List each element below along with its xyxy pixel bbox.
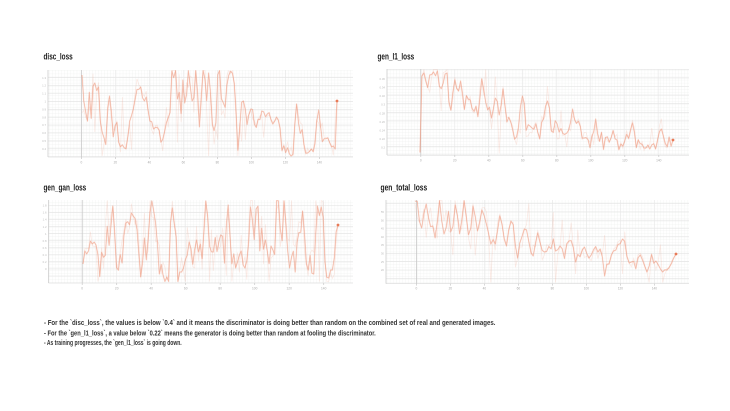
svg-text:1.1: 1.1	[42, 92, 46, 96]
svg-text:120: 120	[622, 159, 628, 163]
svg-text:0: 0	[420, 159, 422, 163]
svg-text:20: 20	[381, 268, 385, 272]
svg-text:0.36: 0.36	[380, 77, 386, 81]
svg-text:0: 0	[45, 267, 47, 271]
svg-text:140: 140	[656, 159, 662, 163]
svg-text:0.7: 0.7	[42, 123, 46, 127]
svg-text:gen_gan_loss: gen_gan_loss	[44, 182, 87, 192]
svg-text:1: 1	[45, 232, 47, 236]
svg-text:0.2: 0.2	[381, 146, 385, 150]
svg-text:20: 20	[453, 159, 457, 163]
svg-text:120: 120	[283, 161, 289, 165]
svg-text:80: 80	[216, 161, 220, 165]
svg-text:80: 80	[555, 159, 559, 163]
svg-text:100: 100	[252, 287, 258, 291]
svg-text:35: 35	[381, 243, 385, 247]
svg-text:0.34: 0.34	[380, 86, 386, 90]
svg-text:100: 100	[588, 159, 594, 163]
svg-text:0: 0	[416, 287, 418, 291]
svg-text:25: 25	[381, 260, 385, 264]
svg-text:120: 120	[287, 287, 293, 291]
svg-text:60: 60	[521, 159, 525, 163]
svg-text:40: 40	[149, 287, 153, 291]
svg-text:0.4: 0.4	[43, 253, 47, 257]
svg-text:0.28: 0.28	[380, 111, 386, 115]
svg-text:0.26: 0.26	[380, 120, 386, 124]
svg-text:0.6: 0.6	[43, 246, 47, 250]
svg-text:80: 80	[218, 287, 222, 291]
svg-text:20: 20	[115, 287, 119, 291]
svg-text:0.6: 0.6	[42, 131, 46, 135]
svg-text:120: 120	[618, 287, 624, 291]
svg-text:140: 140	[652, 287, 658, 291]
svg-text:0.22: 0.22	[380, 137, 386, 141]
svg-text:140: 140	[317, 161, 323, 165]
svg-text:1.4: 1.4	[43, 218, 47, 222]
svg-text:- As training progresses, the: - As training progresses, the `gen_l1_lo…	[44, 339, 182, 347]
svg-text:40: 40	[483, 287, 487, 291]
svg-text:0.24: 0.24	[380, 129, 386, 133]
svg-text:60: 60	[182, 161, 186, 165]
svg-text:1.2: 1.2	[43, 225, 47, 229]
svg-text:1.8: 1.8	[43, 204, 47, 208]
svg-text:140: 140	[321, 287, 327, 291]
svg-text:50: 50	[381, 218, 385, 222]
svg-text:0.8: 0.8	[43, 239, 47, 243]
svg-text:0.5: 0.5	[42, 139, 46, 143]
svg-text:100: 100	[249, 161, 255, 165]
svg-text:0.4: 0.4	[42, 147, 46, 151]
svg-text:60: 60	[184, 287, 188, 291]
svg-text:0.3: 0.3	[381, 103, 385, 107]
svg-text:gen_total_loss: gen_total_loss	[381, 183, 428, 193]
svg-text:40: 40	[381, 235, 385, 239]
svg-text:0.9: 0.9	[42, 107, 46, 111]
svg-text:55: 55	[381, 210, 385, 214]
svg-text:- For the `gen_l1_loss`, a val: - For the `gen_l1_loss`, a value below `…	[44, 330, 376, 338]
svg-text:60: 60	[517, 287, 521, 291]
svg-text:40: 40	[487, 159, 491, 163]
svg-text:0: 0	[81, 161, 83, 165]
svg-text:45: 45	[381, 227, 385, 231]
svg-text:disc_loss: disc_loss	[44, 52, 73, 62]
svg-text:0.32: 0.32	[380, 94, 386, 98]
svg-text:80: 80	[551, 287, 555, 291]
svg-text:1.6: 1.6	[43, 211, 47, 215]
svg-text:0: 0	[81, 287, 83, 291]
svg-text:gen_l1_loss: gen_l1_loss	[378, 52, 415, 62]
svg-text:1: 1	[44, 100, 46, 104]
svg-text:0.8: 0.8	[42, 115, 46, 119]
svg-text:- For the `disc_loss`, the val: - For the `disc_loss`, the values is bel…	[44, 320, 496, 327]
svg-text:100: 100	[584, 287, 590, 291]
svg-text:1.2: 1.2	[42, 84, 46, 88]
svg-text:0.2: 0.2	[43, 260, 47, 264]
svg-text:1.3: 1.3	[42, 76, 46, 80]
svg-text:20: 20	[114, 161, 118, 165]
svg-text:40: 40	[148, 161, 152, 165]
svg-text:20: 20	[449, 287, 453, 291]
svg-text:30: 30	[381, 252, 385, 256]
